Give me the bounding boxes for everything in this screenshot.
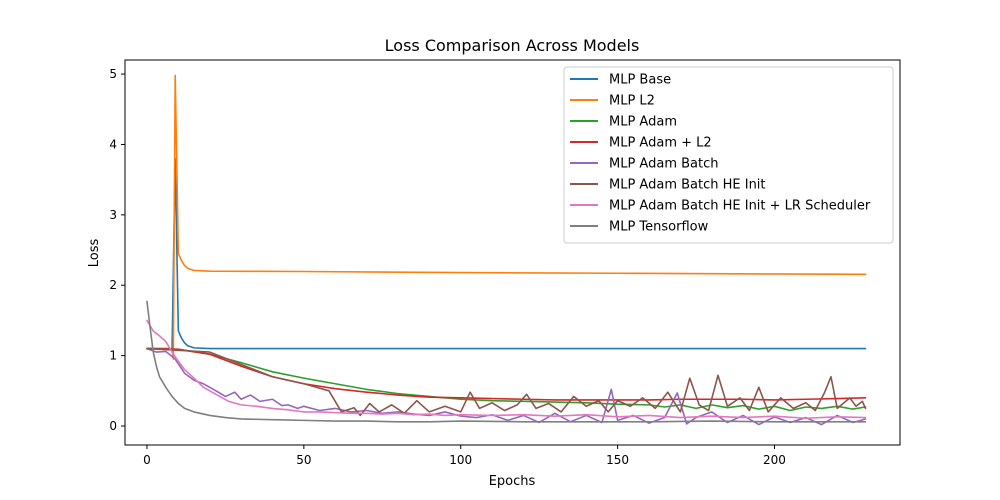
y-tick-label: 1 [109,349,117,363]
x-tick-label: 200 [763,453,786,467]
x-axis-title: Epochs [489,474,536,489]
plot-lines [146,74,867,426]
legend-label: MLP Adam Batch HE Init [609,178,766,193]
y-tick-label: 5 [109,67,117,81]
legend-label: MLP Adam + L2 [609,136,712,151]
series-line-7 [146,319,867,420]
series-line-3 [146,347,867,412]
chart-title: Loss Comparison Across Models [385,36,640,55]
series-line-5 [146,347,867,426]
series-line-6 [146,347,867,417]
legend-label: MLP Tensorflow [609,220,709,235]
legend-label: MLP Base [609,73,671,88]
legend-label: MLP Adam Batch HE Init + LR Scheduler [609,199,871,214]
y-tick-label: 3 [109,208,117,222]
x-axis: 0 50 100 150 200 [143,445,786,467]
legend: MLP Base MLP L2 MLP Adam MLP Adam + L2 MLP A… [563,66,894,244]
legend-label: MLP Adam Batch [609,157,718,172]
legend-box [563,66,894,244]
y-axis-title: Loss [87,239,102,268]
y-tick-label: 4 [109,137,117,151]
y-axis: 0 1 2 3 4 5 [109,67,125,433]
y-tick-label: 2 [109,278,117,292]
x-tick-label: 0 [143,453,151,467]
legend-label: MLP Adam [609,115,677,130]
x-tick-label: 150 [606,453,629,467]
plot-frame [124,59,901,446]
x-tick-label: 50 [296,453,311,467]
y-tick-label: 0 [109,419,117,433]
legend-label: MLP L2 [609,94,655,109]
series-line-8 [146,300,867,423]
series-line-2 [146,74,867,360]
x-tick-label: 100 [449,453,472,467]
